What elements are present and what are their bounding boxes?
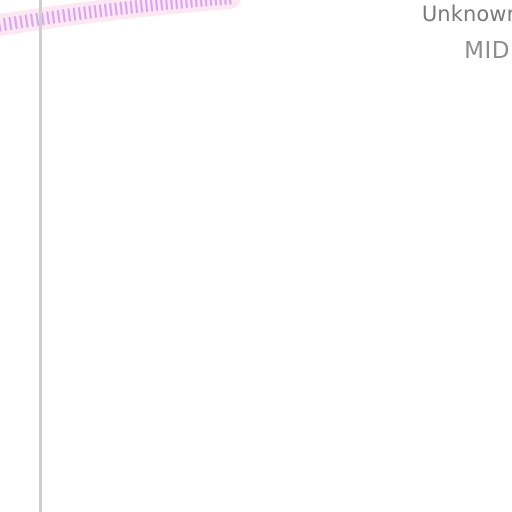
signal-arc-tick bbox=[46, 11, 50, 25]
signal-arc-tick bbox=[114, 2, 118, 16]
signal-arc-tick bbox=[219, 0, 222, 6]
signal-arc-tick bbox=[134, 0, 139, 14]
signal-arc-tick bbox=[124, 1, 128, 15]
signal-arc-tick bbox=[40, 12, 45, 26]
signal-arc-tick bbox=[160, 0, 164, 11]
signal-arc-tick bbox=[51, 10, 56, 24]
signal-arc-tick bbox=[103, 3, 108, 17]
signal-arc-tick bbox=[19, 15, 24, 29]
signal-arc-tick bbox=[204, 0, 208, 7]
signal-arc-tick bbox=[30, 13, 34, 27]
signal-arc-tick bbox=[154, 0, 159, 12]
signal-arc-tick bbox=[2, 17, 7, 31]
signal-arc-tick bbox=[170, 0, 174, 10]
device-name-label: Unknown bbox=[421, 2, 512, 26]
signal-arc-tick bbox=[83, 6, 87, 20]
signal-arc-tick bbox=[62, 9, 66, 23]
signal-arc-tick bbox=[199, 0, 203, 7]
signal-arc-tick bbox=[93, 4, 98, 19]
signal-arc-tick bbox=[8, 16, 13, 30]
signal-arc-tick bbox=[180, 0, 184, 9]
signal-arc-tick bbox=[35, 12, 40, 26]
signal-arc-tick bbox=[129, 0, 134, 14]
signal-arc-tick bbox=[13, 16, 18, 30]
signal-arc-tick bbox=[24, 14, 29, 28]
signal-arc-tick bbox=[139, 0, 144, 13]
signal-arc-tick bbox=[229, 0, 232, 5]
signal-arc-tick bbox=[77, 6, 82, 21]
signal-arc-tick bbox=[165, 0, 169, 11]
signal-arc-tick bbox=[119, 1, 123, 15]
signal-arc-tick bbox=[67, 8, 72, 22]
signal-arc-tick bbox=[88, 5, 92, 19]
signal-arc-tick bbox=[98, 4, 103, 18]
signal-arc-tick bbox=[109, 3, 113, 17]
signal-arc-tick bbox=[209, 0, 213, 7]
signal-arc-tick bbox=[144, 0, 149, 13]
signal-arc-tick bbox=[149, 0, 154, 12]
signal-arc-tick bbox=[214, 0, 218, 6]
signal-arc-tick bbox=[175, 0, 179, 10]
signal-arc-tick bbox=[185, 0, 188, 9]
signal-arc-tick bbox=[194, 0, 198, 8]
signal-arc-tick bbox=[56, 9, 61, 23]
left-divider-line bbox=[39, 0, 42, 512]
signal-arc-tick bbox=[72, 7, 77, 21]
signal-level-label: MID bbox=[464, 38, 510, 64]
signal-arc-ticks bbox=[0, 0, 232, 32]
signal-arc-tick bbox=[224, 0, 227, 5]
signal-arc-tick bbox=[190, 0, 193, 8]
